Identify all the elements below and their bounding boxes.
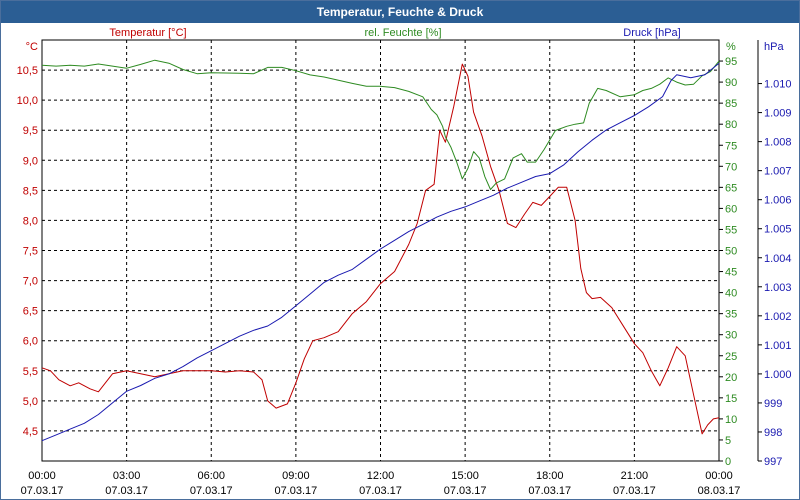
temperature-tick-label: 6,5	[23, 306, 38, 318]
pressure-tick-label: 1.010	[764, 79, 792, 91]
legend-pressure: Druck [hPa]	[623, 27, 680, 39]
pressure-tick-label: 998	[764, 427, 782, 439]
temperature-tick-label: 10,5	[17, 65, 38, 77]
humidity-tick-label: 90	[725, 77, 737, 89]
window-title: Temperatur, Feuchte & Druck	[1, 1, 799, 23]
x-tick-time-label: 18:00	[536, 470, 564, 482]
x-tick-date-label: 07.03.17	[190, 485, 233, 497]
humidity-tick-label: 25	[725, 351, 737, 363]
humidity-tick-label: 40	[725, 288, 737, 300]
humidity-tick-label: 55	[725, 224, 737, 236]
pressure-tick-label: 1.008	[764, 137, 792, 149]
x-tick-time-label: 12:00	[367, 470, 395, 482]
pressure-tick-label: 1.009	[764, 108, 792, 120]
pressure-tick-label: 1.004	[764, 253, 792, 265]
humidity-tick-label: 45	[725, 267, 737, 279]
humidity-tick-label: 15	[725, 393, 737, 405]
temperature-tick-label: 5,5	[23, 366, 38, 378]
pressure-tick-label: 1.007	[764, 166, 792, 178]
temperature-tick-label: 4,5	[23, 426, 38, 438]
series-line-humidity	[41, 59, 720, 190]
x-tick-time-label: 15:00	[451, 470, 479, 482]
x-tick-date-label: 07.03.17	[444, 485, 487, 497]
temperature-tick-label: 8,0	[23, 215, 38, 227]
temperature-tick-label: 9,0	[23, 155, 38, 167]
legend-humidity: rel. Feuchte [%]	[364, 27, 441, 39]
humidity-tick-label: 95	[725, 56, 737, 68]
humidity-tick-label: 65	[725, 182, 737, 194]
x-tick-time-label: 06:00	[197, 470, 225, 482]
x-tick-time-label: 00:00	[28, 470, 56, 482]
humidity-tick-label: 85	[725, 98, 737, 110]
temperature-tick-label: 6,0	[23, 336, 38, 348]
legend-temperature: Temperatur [°C]	[109, 27, 186, 39]
x-tick-time-label: 21:00	[621, 470, 649, 482]
pressure-tick-label: 1.006	[764, 195, 792, 207]
x-tick-time-label: 00:00	[705, 470, 733, 482]
x-tick-date-label: 07.03.17	[21, 485, 64, 497]
x-tick-date-label: 07.03.17	[613, 485, 656, 497]
temperature-tick-label: 5,0	[23, 396, 38, 408]
series-line-pressure	[41, 62, 720, 442]
humidity-tick-label: 20	[725, 372, 737, 384]
series-line-temperature	[41, 63, 720, 435]
pressure-tick-label: 1.002	[764, 311, 792, 323]
pressure-unit-label: hPa	[764, 41, 784, 53]
pressure-tick-label: 999	[764, 398, 782, 410]
temperature-unit-label: °C	[26, 41, 38, 53]
humidity-tick-label: 60	[725, 203, 737, 215]
x-tick-date-label: 07.03.17	[274, 485, 317, 497]
humidity-unit-label: %	[726, 41, 736, 53]
x-tick-time-label: 09:00	[282, 470, 310, 482]
humidity-tick-label: 70	[725, 161, 737, 173]
humidity-tick-label: 75	[725, 140, 737, 152]
temperature-tick-label: 9,5	[23, 125, 38, 137]
pressure-tick-label: 1.000	[764, 369, 792, 381]
humidity-tick-label: 5	[725, 435, 731, 447]
pressure-tick-label: 1.005	[764, 224, 792, 236]
temperature-tick-label: 10,0	[17, 95, 38, 107]
x-tick-date-label: 07.03.17	[528, 485, 571, 497]
humidity-tick-label: 0	[725, 456, 731, 468]
pressure-tick-label: 1.001	[764, 340, 792, 352]
temperature-tick-label: 8,5	[23, 185, 38, 197]
pressure-tick-label: 997	[764, 456, 782, 468]
humidity-tick-label: 50	[725, 246, 737, 258]
temperature-tick-label: 7,5	[23, 246, 38, 258]
temperature-tick-label: 7,0	[23, 276, 38, 288]
pressure-tick-label: 1.003	[764, 282, 792, 294]
x-tick-time-label: 03:00	[113, 470, 141, 482]
humidity-tick-label: 35	[725, 309, 737, 321]
x-tick-date-label: 08.03.17	[698, 485, 741, 497]
humidity-tick-label: 80	[725, 119, 737, 131]
x-tick-date-label: 07.03.17	[359, 485, 402, 497]
humidity-tick-label: 30	[725, 330, 737, 342]
x-tick-date-label: 07.03.17	[105, 485, 148, 497]
humidity-tick-label: 10	[725, 414, 737, 426]
